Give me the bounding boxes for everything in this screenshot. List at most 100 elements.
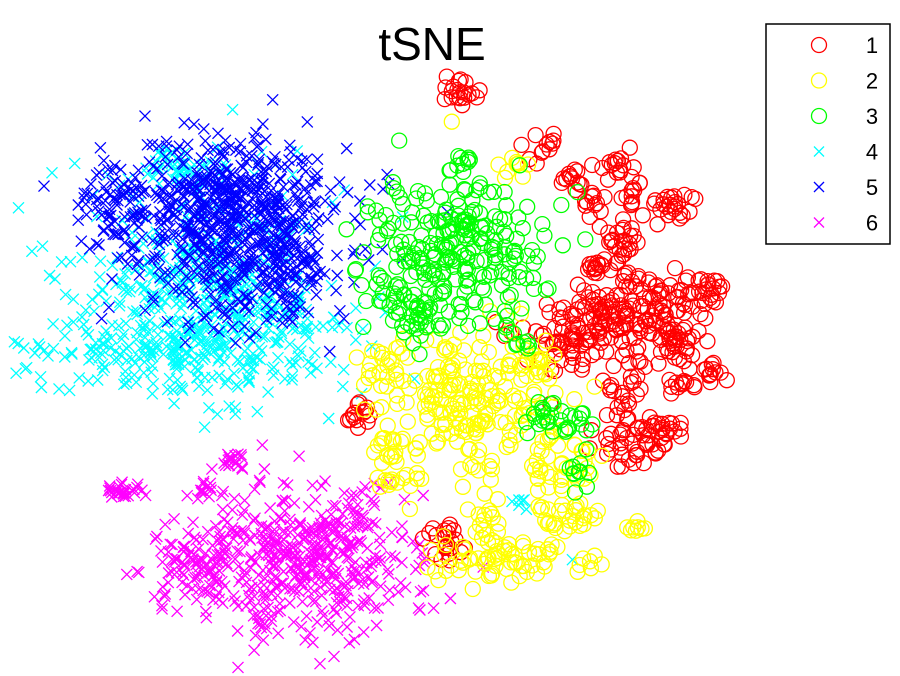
point-series-4 bbox=[213, 329, 226, 342]
point-series-4 bbox=[98, 361, 111, 374]
point-series-6 bbox=[155, 599, 168, 612]
point-series-6 bbox=[279, 494, 292, 507]
point-series-4 bbox=[294, 319, 307, 332]
point-series-6 bbox=[258, 463, 271, 475]
point-series-2 bbox=[529, 470, 546, 487]
point-series-2 bbox=[456, 541, 473, 558]
point-series-6 bbox=[292, 585, 305, 598]
point-series-6 bbox=[166, 553, 179, 566]
point-series-6 bbox=[344, 522, 357, 534]
point-series-2 bbox=[622, 522, 640, 539]
point-series-5 bbox=[314, 265, 327, 278]
point-series-2 bbox=[432, 391, 450, 408]
point-series-5 bbox=[243, 331, 256, 344]
point-series-3 bbox=[502, 286, 519, 304]
point-series-5 bbox=[248, 131, 261, 144]
point-series-5 bbox=[195, 152, 208, 164]
point-series-5 bbox=[308, 223, 321, 235]
point-series-1 bbox=[693, 292, 710, 309]
point-series-5 bbox=[184, 225, 197, 238]
point-series-6 bbox=[341, 531, 353, 544]
legend: 1 2 3 4 5 6 bbox=[765, 23, 891, 245]
series-2 bbox=[348, 113, 654, 598]
point-series-6 bbox=[176, 576, 189, 589]
point-series-4 bbox=[233, 355, 246, 368]
point-series-2 bbox=[452, 461, 470, 478]
point-series-6 bbox=[365, 493, 378, 506]
point-series-3 bbox=[432, 320, 449, 337]
point-series-4 bbox=[146, 387, 159, 400]
point-series-4 bbox=[117, 328, 130, 341]
point-series-5 bbox=[229, 144, 242, 157]
point-series-4 bbox=[218, 356, 231, 368]
point-series-5 bbox=[202, 144, 214, 157]
point-series-5 bbox=[161, 315, 174, 328]
point-series-3 bbox=[417, 271, 434, 288]
point-series-1 bbox=[586, 196, 603, 214]
point-series-6 bbox=[231, 527, 244, 540]
point-series-5 bbox=[80, 208, 93, 221]
point-series-4 bbox=[166, 384, 179, 396]
point-series-4 bbox=[147, 377, 160, 390]
point-series-4 bbox=[163, 372, 176, 385]
point-series-5 bbox=[127, 190, 140, 203]
point-series-2 bbox=[553, 477, 570, 495]
point-series-3 bbox=[359, 204, 376, 221]
point-series-5 bbox=[277, 180, 290, 193]
point-series-3 bbox=[477, 296, 494, 313]
point-series-6 bbox=[238, 494, 251, 507]
point-series-5 bbox=[331, 249, 343, 262]
point-series-4 bbox=[33, 340, 46, 353]
point-series-5 bbox=[281, 161, 294, 173]
point-series-4 bbox=[157, 252, 170, 265]
point-series-1 bbox=[456, 89, 473, 106]
point-series-3 bbox=[456, 263, 474, 280]
point-series-4 bbox=[164, 330, 177, 343]
point-series-5 bbox=[153, 238, 166, 251]
point-series-1 bbox=[653, 302, 670, 319]
point-series-1 bbox=[627, 278, 645, 295]
point-series-2 bbox=[470, 441, 488, 459]
point-series-5 bbox=[329, 200, 342, 213]
point-series-1 bbox=[414, 530, 432, 547]
point-series-4 bbox=[65, 348, 78, 360]
point-series-4 bbox=[211, 408, 224, 421]
point-series-3 bbox=[391, 132, 408, 149]
point-series-1 bbox=[565, 316, 582, 333]
point-series-5 bbox=[330, 284, 343, 297]
point-series-2 bbox=[500, 356, 517, 373]
point-series-5 bbox=[284, 145, 297, 158]
point-series-5 bbox=[376, 243, 389, 256]
point-series-3 bbox=[419, 317, 437, 334]
point-series-2 bbox=[387, 443, 404, 460]
point-series-5 bbox=[253, 221, 266, 234]
point-series-2 bbox=[401, 500, 419, 518]
point-series-5 bbox=[198, 201, 211, 214]
point-series-3 bbox=[483, 241, 500, 258]
point-series-1 bbox=[666, 423, 683, 440]
point-series-6 bbox=[248, 644, 261, 657]
point-series-6 bbox=[201, 585, 214, 598]
point-series-5 bbox=[188, 118, 200, 131]
point-series-1 bbox=[647, 278, 664, 295]
point-series-1 bbox=[615, 246, 633, 263]
point-series-5 bbox=[223, 193, 236, 205]
point-series-6 bbox=[104, 482, 116, 495]
point-series-5 bbox=[104, 209, 117, 222]
point-series-1 bbox=[594, 159, 611, 177]
point-series-4 bbox=[32, 338, 45, 350]
point-series-5 bbox=[283, 287, 296, 300]
point-series-2 bbox=[388, 387, 406, 404]
point-series-3 bbox=[439, 248, 456, 266]
point-series-5 bbox=[176, 157, 189, 170]
point-series-4 bbox=[247, 316, 260, 329]
point-series-4 bbox=[286, 370, 299, 383]
point-series-3 bbox=[418, 192, 436, 209]
point-series-4 bbox=[176, 384, 189, 397]
point-series-1 bbox=[636, 358, 654, 376]
point-series-5 bbox=[233, 175, 245, 188]
point-series-2 bbox=[499, 163, 516, 180]
point-series-6 bbox=[288, 497, 301, 510]
point-series-6 bbox=[278, 505, 291, 517]
point-series-2 bbox=[526, 545, 543, 562]
